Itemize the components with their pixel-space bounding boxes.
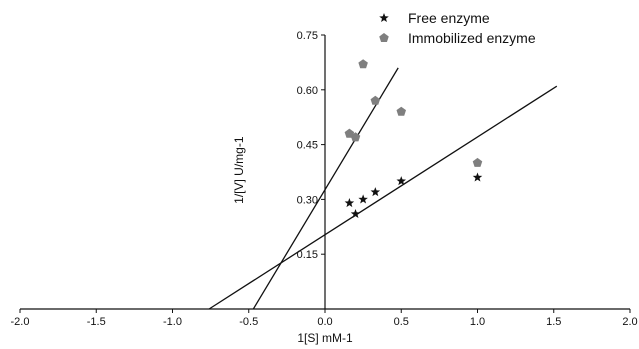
x-tick-label: 0.5: [394, 316, 409, 328]
x-tick-label: 0.0: [317, 316, 332, 328]
immobilized-enzyme-point: [370, 95, 381, 105]
immobilized-enzyme-point: [358, 59, 368, 69]
y-tick-label: 0.30: [297, 194, 318, 206]
free-enzyme-point: [350, 209, 361, 219]
free-enzyme-fit-line: [208, 85, 558, 310]
fit-lines: [208, 67, 558, 310]
y-tick-label: 0.15: [297, 249, 318, 261]
y-tick-label: 0.75: [297, 30, 318, 42]
free-enzyme-point: [358, 194, 368, 204]
immobilized-enzyme-fit-line: [252, 67, 399, 310]
x-tick-label: -0.5: [239, 316, 258, 328]
immobilized-enzyme-point: [472, 157, 483, 167]
y-tick-label: 0.45: [297, 140, 318, 152]
legend-marker-free-enzyme: [379, 13, 389, 23]
legend-marker-immobilized-enzyme: [379, 33, 389, 43]
x-tick-label: 2.0: [622, 316, 637, 328]
y-tick-label: 0.60: [297, 85, 318, 97]
y-axis-title: 1/[V] U/mg-1: [232, 136, 246, 204]
x-tick-label: 1.0: [470, 316, 485, 328]
immobilized-enzyme-point: [350, 132, 361, 142]
x-ticks: -2.0 -1.5 -1.0 -0.5 0.0 0.5 1.0 1.5 2.0: [11, 309, 638, 328]
data-points: [344, 59, 483, 219]
free-enzyme-point: [370, 187, 381, 197]
y-ticks: 0.15 0.30 0.45 0.60 0.75: [297, 30, 325, 261]
x-axis-title: 1[S] mM-1: [297, 331, 353, 345]
x-tick-label: -1.5: [87, 316, 106, 328]
free-enzyme-point: [396, 176, 407, 186]
legend-label-free-enzyme: Free enzyme: [408, 10, 490, 26]
legend-label-immobilized-enzyme: Immobilized enzyme: [408, 30, 536, 46]
axes: [20, 35, 630, 310]
x-tick-label: -2.0: [11, 316, 30, 328]
free-enzyme-point: [472, 172, 483, 182]
immobilized-enzyme-point: [396, 106, 407, 116]
free-enzyme-point: [344, 198, 355, 208]
x-tick-label: -1.0: [163, 316, 182, 328]
legend: Free enzyme Immobilized enzyme: [379, 10, 536, 46]
x-tick-label: 1.5: [546, 316, 561, 328]
